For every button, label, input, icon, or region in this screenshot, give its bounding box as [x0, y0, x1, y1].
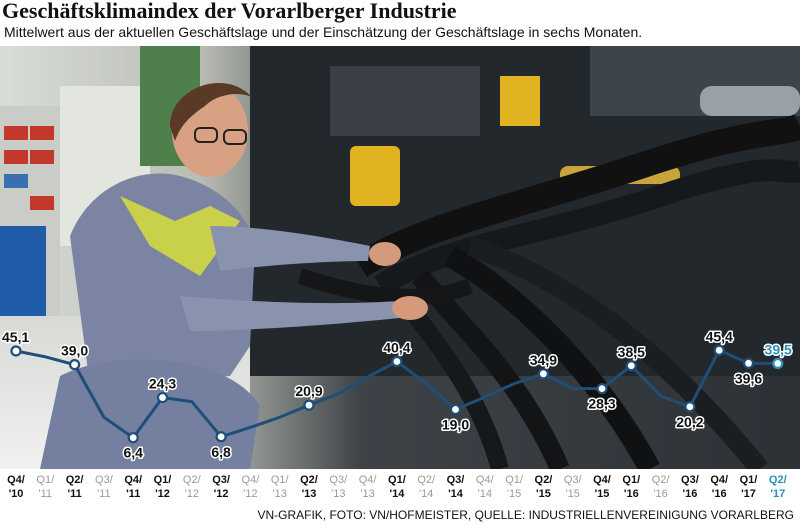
- data-label: 40,4: [383, 340, 410, 356]
- data-label: 34,9: [530, 352, 557, 368]
- data-point: [684, 401, 696, 413]
- data-label: 20,9: [295, 383, 322, 399]
- x-tick-label: Q1/'12: [154, 474, 172, 500]
- data-label: 6,4: [123, 445, 143, 461]
- data-point: [156, 391, 169, 404]
- data-point: [303, 399, 315, 411]
- chart-header: Geschäftsklimaindex der Vorarlberger Ind…: [0, 0, 800, 46]
- data-label: 39,6: [735, 370, 762, 386]
- data-point: [742, 357, 755, 369]
- x-tick-label: Q3/'11: [95, 474, 114, 500]
- x-tick-label: Q4/'13: [359, 474, 378, 500]
- x-tick-label: Q3/'12: [212, 474, 230, 500]
- factory-worker-photo: [0, 46, 800, 469]
- data-point: [772, 357, 784, 370]
- plot-area: 45,1 39,0 6,4 24,3 6,8 20,9 40,4 19,0 34,9 28,3 38…: [1, 327, 794, 462]
- x-tick-label: Q4/'10: [7, 474, 25, 500]
- x-tick-label: Q4/'15: [593, 474, 611, 500]
- data-label: 45,1: [2, 329, 29, 345]
- data-point: [713, 344, 725, 356]
- x-tick-label: Q2/'11: [66, 474, 84, 500]
- data-label: 45,4: [706, 328, 733, 344]
- data-point: [449, 403, 462, 416]
- x-tick-label: Q4/'14: [476, 474, 495, 500]
- x-tick-label: Q1/'14: [388, 474, 406, 500]
- data-label: 24,3: [149, 376, 176, 392]
- x-tick-label: Q2/'12: [183, 474, 202, 500]
- data-label: 38,5: [618, 344, 645, 360]
- data-label: 39,5: [765, 342, 792, 358]
- data-point: [10, 345, 22, 357]
- data-point: [537, 368, 550, 380]
- x-tick-label: Q2/'16: [652, 474, 671, 500]
- x-tick-label: Q3/'16: [681, 474, 699, 500]
- chart-title: Geschäftsklimaindex der Vorarlberger Ind…: [2, 0, 457, 23]
- x-tick-label: Q4/'11: [124, 474, 142, 500]
- data-label: 19,0: [442, 416, 469, 432]
- data-label: 6,8: [211, 444, 231, 460]
- x-tick-label: Q3/'15: [564, 474, 583, 500]
- data-point: [127, 432, 139, 444]
- x-tick-label: Q1/'11: [36, 474, 55, 500]
- source-note: VN-GRAFIK, FOTO: VN/HOFMEISTER, QUELLE: …: [257, 508, 794, 522]
- x-tick-label: Q1/'15: [505, 474, 524, 500]
- x-tick-label: Q1/'17: [740, 474, 758, 500]
- x-tick-label: Q2/'17: [769, 474, 787, 500]
- x-tick-label: Q2/'13: [300, 474, 318, 500]
- data-point: [215, 431, 227, 443]
- x-tick-label: Q2/'15: [535, 474, 553, 500]
- data-point: [391, 355, 403, 368]
- data-point: [625, 360, 637, 372]
- x-tick-label: Q1/'13: [271, 474, 290, 500]
- x-tick-label: Q3/'13: [329, 474, 348, 500]
- x-tick-label: Q4/'12: [242, 474, 261, 500]
- x-tick-label: Q1/'16: [622, 474, 640, 500]
- data-label: 20,2: [676, 414, 703, 430]
- x-axis: Q4/'10 Q1/'11 Q2/'11 Q3/'11 Q4/'11 Q1/'12 Q2/'…: [7, 474, 787, 500]
- data-label: 39,0: [61, 343, 88, 359]
- x-tick-label: Q2/'14: [417, 474, 436, 500]
- data-point: [68, 359, 81, 371]
- x-tick-label: Q3/'14: [447, 474, 465, 500]
- data-label: 28,3: [588, 396, 615, 412]
- chart-subtitle: Mittelwert aus der aktuellen Geschäftsla…: [4, 24, 643, 40]
- data-point: [596, 383, 608, 395]
- x-tick-label: Q4/'16: [710, 474, 728, 500]
